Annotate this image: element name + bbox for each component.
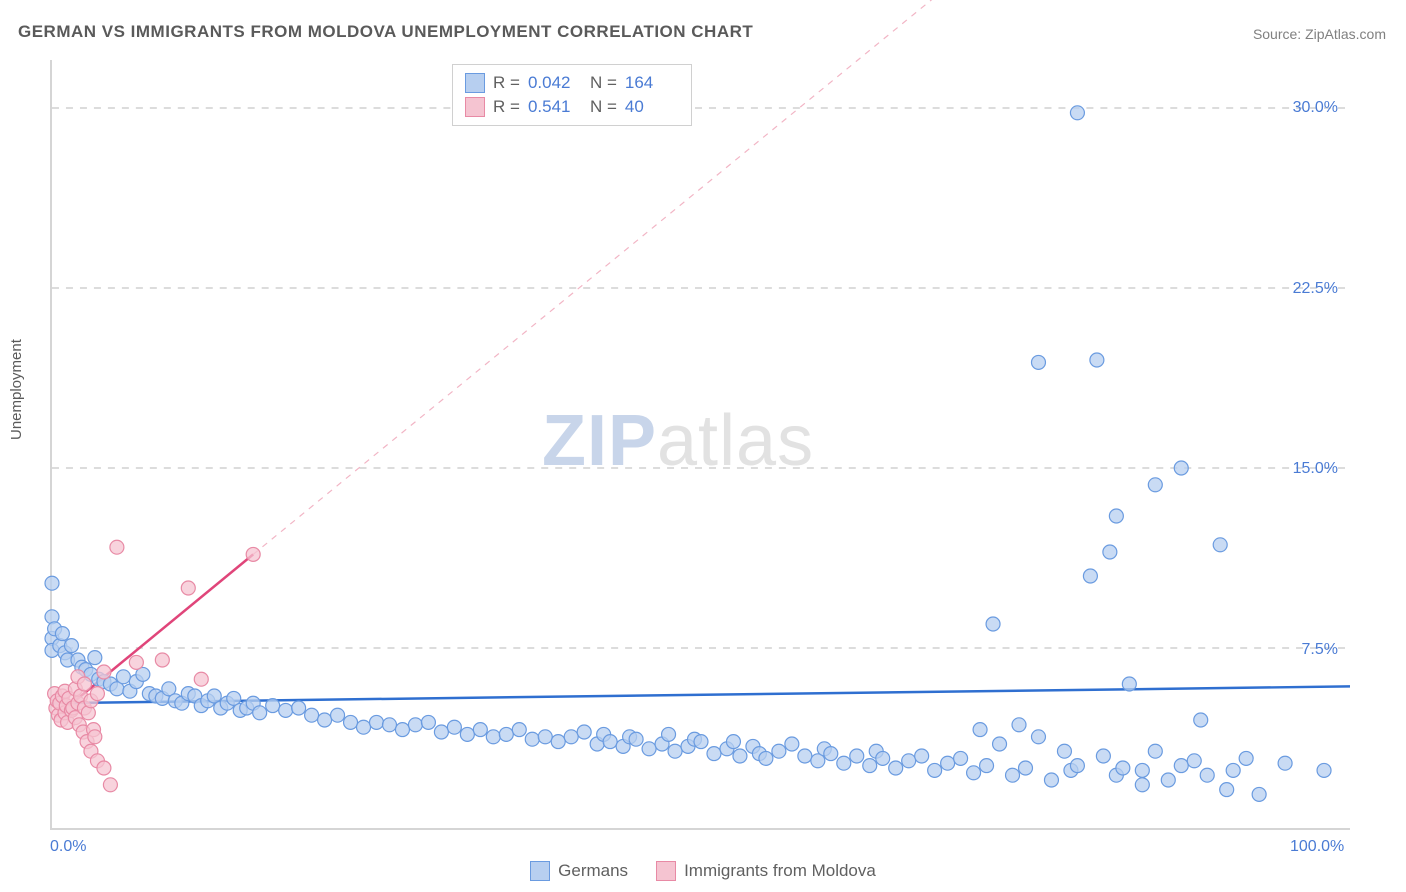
correlation-legend: R = 0.042 N = 164 R = 0.541 N = 40 [452, 64, 692, 126]
chart-title: GERMAN VS IMMIGRANTS FROM MOLDOVA UNEMPL… [18, 22, 753, 42]
plot-area: ZIPatlas 7.5%15.0%22.5%30.0% R =0.042N =… [50, 60, 1350, 830]
x-tick-label: 0.0% [50, 838, 86, 856]
legend-swatch [465, 73, 485, 93]
series-legend: Germans Immigrants from Moldova [0, 861, 1406, 886]
legend-label: Germans [558, 861, 628, 881]
y-tick-label: 22.5% [1293, 280, 1338, 298]
n-value: 164 [625, 71, 679, 95]
legend-label: Immigrants from Moldova [684, 861, 876, 881]
r-value: 0.042 [528, 71, 582, 95]
r-value: 0.541 [528, 95, 582, 119]
y-tick-label: 30.0% [1293, 99, 1338, 117]
legend-row: R = 0.042 N = 164 [465, 71, 679, 95]
legend-row: R = 0.541 N = 40 [465, 95, 679, 119]
legend-swatch [656, 861, 676, 881]
x-tick-label: 100.0% [1290, 838, 1344, 856]
n-value: 40 [625, 95, 679, 119]
plot-svg [52, 60, 1350, 828]
legend-swatch [530, 861, 550, 881]
legend-item: Germans [530, 861, 628, 881]
r-label: R = [493, 95, 520, 119]
n-label: N = [590, 95, 617, 119]
source-attribution: Source: ZipAtlas.com [1253, 26, 1386, 42]
legend-swatch [465, 97, 485, 117]
y-tick-label: 7.5% [1302, 641, 1338, 659]
y-axis-label: Unemployment [8, 339, 25, 440]
r-label: R = [493, 71, 520, 95]
legend-item: Immigrants from Moldova [656, 861, 876, 881]
n-label: N = [590, 71, 617, 95]
y-tick-label: 15.0% [1293, 460, 1338, 478]
